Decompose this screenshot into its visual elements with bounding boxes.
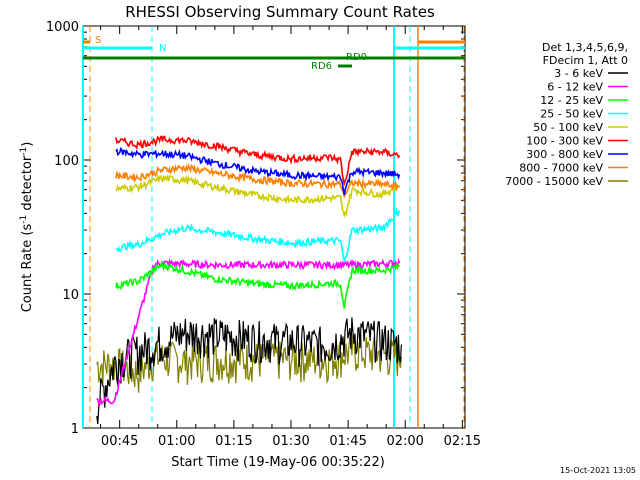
timestamp: 15-Oct-2021 13:05 [560, 466, 636, 475]
y-tick-label-1: 10 [62, 288, 79, 303]
series-line-1 [96, 258, 401, 407]
x-tick-label-2: 01:15 [215, 434, 252, 449]
legend-label-7: 800 - 7000 keV [519, 162, 603, 175]
rd0-label: RD0 [346, 52, 367, 63]
series-line-0 [96, 317, 402, 425]
y-tick-label-2: 100 [54, 154, 79, 169]
y-axis-label: Count Rate (s-1 detector-1) [19, 142, 35, 313]
saa-label: S [95, 35, 101, 46]
series-line-3 [115, 207, 401, 262]
x-axis-label: Start Time (19-May-06 00:35:22) [171, 455, 385, 470]
legend-label-5: 100 - 300 keV [526, 135, 603, 148]
y-axis-label-sup1: -1 [19, 215, 29, 224]
legend: Det 1,3,4,5,6,9, FDecim 1, Att 0 3 - 6 k… [505, 41, 628, 188]
series-line-5 [115, 135, 401, 187]
y-axis-label-mid: detector [20, 155, 35, 215]
legend-label-3: 25 - 50 keV [540, 108, 603, 121]
series-line-4 [115, 173, 401, 219]
x-tick-label-4: 01:45 [329, 434, 366, 449]
x-axis-ticks: 00:45 01:00 01:15 01:30 01:45 02:00 02:15 [100, 26, 481, 449]
chart-title: RHESSI Observing Summary Count Rates [125, 3, 435, 21]
y-axis-label-sup2: -1 [19, 147, 29, 156]
legend-header-1: Det 1,3,4,5,6,9, [542, 41, 628, 54]
x-tick-label-6: 02:15 [444, 434, 481, 449]
series-line-6 [115, 147, 401, 196]
x-tick-label-0: 00:45 [101, 434, 138, 449]
legend-label-2: 12 - 25 keV [540, 94, 603, 107]
rd6-label: RD6 [311, 61, 332, 72]
legend-header-2: FDecim 1, Att 0 [543, 54, 628, 67]
legend-label-6: 300 - 800 keV [526, 148, 603, 161]
series-line-2 [115, 259, 401, 309]
state-indicators: S N RD0 RD6 [82, 26, 465, 428]
legend-label-8: 7000 - 15000 keV [505, 175, 603, 188]
series-line-7 [115, 163, 400, 198]
y-axis-label-end: ) [20, 142, 35, 147]
y-axis-label-main: Count Rate (s [20, 224, 35, 313]
legend-label-4: 50 - 100 keV [533, 121, 603, 134]
y-tick-label-3: 1000 [46, 20, 79, 35]
x-tick-label-1: 01:00 [158, 434, 195, 449]
x-tick-label-5: 02:00 [386, 434, 423, 449]
x-tick-label-3: 01:30 [272, 434, 309, 449]
night-label: N [159, 43, 166, 54]
y-tick-label-0: 1 [71, 422, 79, 437]
y-axis-ticks: 1 10 100 1000 [46, 20, 465, 437]
legend-label-1: 6 - 12 keV [547, 81, 603, 94]
series-lines [96, 135, 402, 425]
legend-label-0: 3 - 6 keV [554, 67, 603, 80]
